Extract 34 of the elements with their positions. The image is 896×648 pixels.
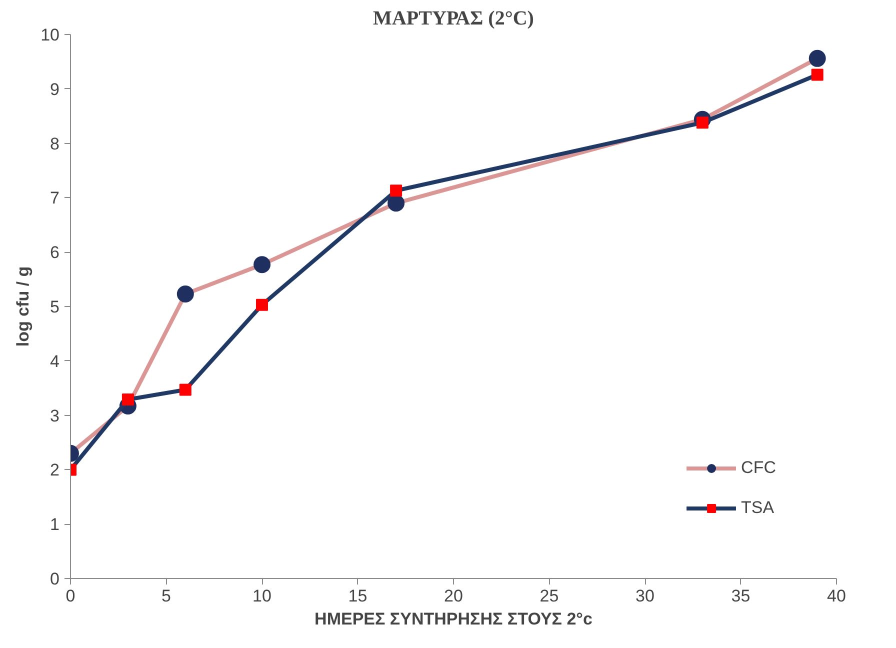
point bbox=[256, 298, 268, 311]
y-axis-title: log cfu / g bbox=[14, 266, 33, 347]
point bbox=[388, 194, 405, 212]
y-tick-label: 2 bbox=[50, 460, 60, 480]
y-tick-label: 6 bbox=[50, 243, 60, 262]
y-tick-label: 1 bbox=[50, 515, 60, 534]
x-tick-label: 35 bbox=[731, 586, 750, 606]
y-tick-label: 8 bbox=[50, 134, 60, 154]
point bbox=[179, 384, 192, 396]
point bbox=[176, 286, 194, 302]
y-tick-label: 5 bbox=[50, 298, 60, 316]
x-tick-label: 10 bbox=[252, 586, 272, 606]
point bbox=[390, 184, 402, 197]
point bbox=[808, 50, 826, 67]
x-tick-label: 20 bbox=[444, 586, 463, 606]
point bbox=[122, 394, 134, 406]
legend-label: CFC bbox=[741, 458, 776, 478]
x-axis-title: ΗΜΕΡΕΣ ΣΥΝΤΗΡΗΣΗΣ ΣΤΟΥΣ 2°c bbox=[314, 610, 592, 628]
chart-title: ΜΑΡΤΥΡΑΣ (2°C) bbox=[373, 8, 534, 30]
x-tick-label: 40 bbox=[827, 586, 846, 606]
y-tick-label: 0 bbox=[50, 570, 60, 588]
point bbox=[811, 68, 824, 81]
x-tick-label: 5 bbox=[162, 586, 171, 606]
point bbox=[254, 256, 270, 274]
x-tick-label: 15 bbox=[348, 586, 368, 606]
y-tick-label: 4 bbox=[50, 352, 60, 371]
y-tick-label: 10 bbox=[40, 26, 60, 44]
x-tick-label: 0 bbox=[66, 586, 76, 606]
y-tick-label: 9 bbox=[50, 80, 60, 99]
y-tick-label: 7 bbox=[50, 188, 60, 208]
legend-label: TSA bbox=[741, 498, 774, 518]
y-tick-label: 3 bbox=[50, 406, 60, 426]
x-tick-label: 25 bbox=[540, 586, 559, 606]
x-tick-label: 30 bbox=[636, 586, 654, 606]
